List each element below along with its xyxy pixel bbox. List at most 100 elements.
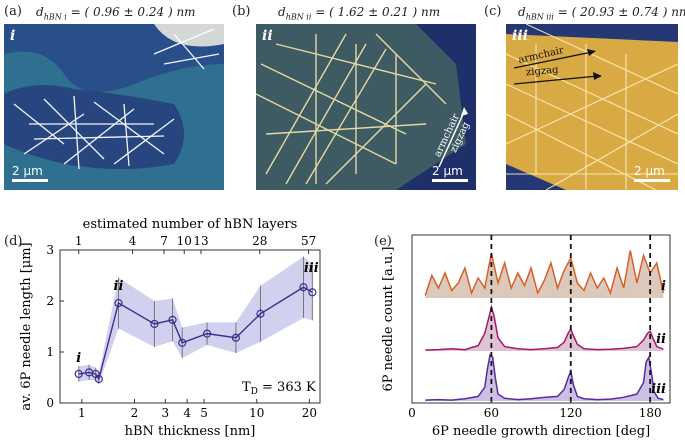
x-tick-label: 120 <box>559 406 582 420</box>
needle-network-b <box>256 33 447 185</box>
x-tick-label: 10 <box>249 406 264 420</box>
panel-c-thickness: dhBN iii = ( 20.93 ± 0.74 ) nm <box>518 5 685 21</box>
data-point <box>299 283 308 292</box>
top-tick-label: 10 <box>177 234 192 248</box>
series-line <box>425 304 664 351</box>
data-point <box>178 338 187 347</box>
series-label: i <box>661 279 666 294</box>
data-point <box>168 315 177 324</box>
scale-bar-b-line <box>432 179 468 182</box>
data-point <box>150 319 159 329</box>
micrograph-b-image <box>256 24 476 190</box>
series-line <box>78 286 313 381</box>
armchair-zigzag-arrows-c: armchair zigzag <box>513 45 614 86</box>
series-label: iii <box>651 382 666 397</box>
y-axis-label: 6P needle count [a.u.] <box>381 247 396 392</box>
panel-b-corner-label: ii <box>262 28 273 44</box>
y-tick-label: 2 <box>46 294 54 308</box>
micrograph-c: iii armchair zigzag 2 μm <box>506 24 678 190</box>
top-tick-label: 1 <box>75 234 83 248</box>
series-area <box>425 307 664 351</box>
data-point <box>114 298 123 308</box>
x-tick-label: 20 <box>302 406 317 420</box>
panel-a-thickness: dhBN i = ( 0.96 ± 0.24 ) nm <box>36 5 196 21</box>
top-axis-label: estimated number of hBN layers <box>83 217 298 232</box>
top-tick-label: 13 <box>193 234 208 248</box>
series-area <box>425 250 664 298</box>
x-tick-label: 1 <box>78 406 86 420</box>
micrograph-a: i 2 μm <box>4 24 224 190</box>
panel-c-label: (c) <box>484 4 502 19</box>
y-axis-label: av. 6P needle length [μm] <box>19 242 34 410</box>
y-tick-label: 1 <box>46 345 54 359</box>
x-tick-label: 0 <box>408 406 416 420</box>
x-axis-label: 6P needle growth direction [deg] <box>432 424 650 439</box>
panel-b-thickness-symbol: d <box>278 5 286 19</box>
needle-network-c <box>506 24 678 190</box>
annotation-value: = 363 K <box>258 380 316 395</box>
top-tick-label: 57 <box>301 234 316 248</box>
x-tick-label: 4 <box>183 406 191 420</box>
top-tick-label: 4 <box>129 234 137 248</box>
needle-network-a <box>13 28 220 170</box>
direction-arrow-icon <box>513 49 602 85</box>
panel-d-label: (d) <box>4 234 23 249</box>
panel-c-thickness-symbol: d <box>518 5 526 19</box>
scale-bar-c-line <box>634 179 670 182</box>
y-tick-label: 3 <box>46 243 54 257</box>
scale-bar-a-line <box>12 179 48 182</box>
annotation-symbol: T <box>242 380 251 395</box>
plot-frame <box>59 249 321 404</box>
data-point <box>231 333 240 342</box>
armchair-zigzag-arrows-b: armchair zigzag <box>432 102 474 172</box>
panel-b-thickness-value: = ( 1.62 ± 0.21 ) nm <box>315 5 441 19</box>
panel-e-label: (e) <box>374 234 392 249</box>
sample-marker: i <box>76 351 81 366</box>
scale-bar-c: 2 μm <box>634 164 670 182</box>
data-point <box>308 288 317 297</box>
annotation-subscript: D <box>251 387 258 397</box>
panel-c-corner-label: iii <box>512 28 528 44</box>
error-band <box>78 256 313 385</box>
series-line <box>425 353 664 401</box>
temperature-annotation: TD = 363 K <box>242 380 316 397</box>
x-tick-label: 5 <box>200 406 208 420</box>
panel-b-thickness: dhBN ii = ( 1.62 ± 0.21 ) nm <box>278 5 440 21</box>
x-tick-label: 3 <box>161 406 169 420</box>
x-tick-label: 2 <box>131 406 139 420</box>
sample-marker: ii <box>114 279 124 294</box>
data-point <box>256 309 265 318</box>
data-point <box>94 374 103 384</box>
series-label: ii <box>656 332 666 347</box>
data-point <box>74 369 83 379</box>
sample-marker: iii <box>304 261 319 276</box>
scale-bar-b: 2 μm <box>432 164 468 182</box>
x-tick-label: 180 <box>639 406 662 420</box>
top-tick-label: 7 <box>160 234 168 248</box>
panel-a-label: (a) <box>4 4 22 19</box>
x-axis-label: hBN thickness [nm] <box>125 424 256 439</box>
data-point <box>202 329 212 338</box>
scale-bar-c-text: 2 μm <box>634 164 665 178</box>
panel-b-thickness-sub: hBN ii <box>285 12 312 22</box>
panel-a-thickness-sub: hBN i <box>43 12 67 22</box>
panel-c-thickness-sub: hBN iii <box>525 12 554 22</box>
direction-arrow-icon <box>438 107 468 168</box>
scale-bar-a-text: 2 μm <box>12 164 43 178</box>
panel-c-thickness-value: = ( 20.93 ± 0.74 ) nm <box>557 5 685 19</box>
series-line <box>424 250 665 296</box>
plot-frame <box>411 234 671 404</box>
x-tick-label: 60 <box>484 406 499 420</box>
panel-b-label: (b) <box>232 4 251 19</box>
scale-bar-b-text: 2 μm <box>432 164 463 178</box>
panel-a-thickness-value: = ( 0.96 ± 0.24 ) nm <box>70 5 196 19</box>
scale-bar-a: 2 μm <box>12 164 48 182</box>
y-tick-label: 0 <box>46 396 54 410</box>
top-tick-label: 28 <box>252 234 267 248</box>
panel-a-corner-label: i <box>10 28 16 44</box>
series-area <box>425 355 664 401</box>
panel-a-thickness-symbol: d <box>36 5 44 19</box>
micrograph-b: ii armchair zigzag 2 μm <box>256 24 476 190</box>
